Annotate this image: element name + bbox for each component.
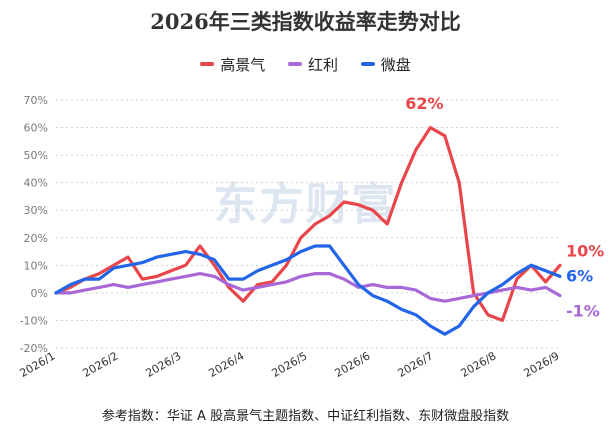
y-tick-label: 70%: [24, 94, 48, 107]
legend-item-weipan: 微盘: [360, 54, 411, 75]
series-line-1: [54, 272, 562, 303]
y-tick-label: -10%: [20, 314, 48, 327]
x-tick-label: 2026/5: [269, 349, 309, 380]
x-tick-label: 2026/8: [458, 349, 498, 380]
series-line-2: [54, 244, 562, 336]
legend-swatch-weipan: [360, 62, 375, 66]
legend-label-hongli: 红利: [307, 55, 338, 74]
x-tick-label: 2026/3: [143, 349, 183, 380]
end-label-1: -1%: [566, 302, 600, 321]
end-label-0: 10%: [566, 241, 604, 260]
y-tick-label: 50%: [24, 149, 48, 162]
legend-label-weipan: 微盘: [380, 55, 411, 74]
y-tick-label: 60%: [24, 122, 48, 135]
end-label-2: 6%: [566, 266, 593, 285]
y-tick-label: 30%: [24, 204, 48, 217]
chart-title: 2026年三类指数收益率走势对比: [150, 9, 461, 34]
legend: 高景气 红利 微盘: [0, 52, 611, 75]
legend-item-hongli: 红利: [287, 54, 338, 75]
y-tick-label: 10%: [24, 259, 48, 272]
x-tick-label: 2026/4: [206, 349, 246, 380]
x-tick-label: 2026/6: [332, 349, 372, 380]
legend-swatch-hongli: [287, 62, 302, 66]
peak-label: 62%: [405, 94, 443, 113]
y-tick-label: 0%: [31, 287, 48, 300]
x-tick-label: 2026/2: [80, 349, 120, 380]
legend-item-gaojingqi: 高景气: [200, 54, 265, 75]
legend-swatch-gaojingqi: [200, 62, 215, 66]
series-line-0: [54, 125, 562, 322]
y-tick-label: 40%: [24, 177, 48, 190]
y-tick-label: -20%: [20, 342, 48, 355]
x-tick-label: 2026/9: [521, 349, 561, 380]
legend-label-gaojingqi: 高景气: [220, 55, 266, 74]
chart-plot: -20%-10%0%10%20%30%40%50%60%70%2026/1 202…: [17, 94, 604, 380]
y-tick-label: 20%: [24, 232, 48, 245]
x-tick-label: 2026/7: [395, 349, 435, 380]
footnote: 参考指数：华证 A 股高景气主题指数、中证红利指数、东财微盘股指数: [101, 409, 510, 424]
